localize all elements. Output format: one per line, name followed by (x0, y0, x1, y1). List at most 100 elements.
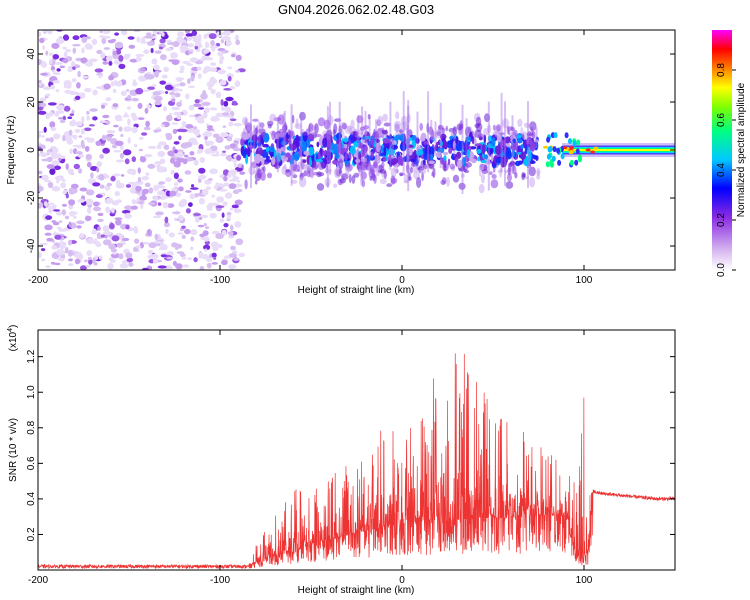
noise-blob (165, 228, 169, 235)
noise-blob (86, 110, 90, 115)
colorbar-tick-label: 0.0 (716, 263, 727, 277)
noise-blob (124, 205, 133, 210)
signal-streak (282, 113, 285, 153)
noise-blob (115, 182, 125, 189)
noise-blob (138, 136, 144, 140)
noise-blob (76, 220, 85, 225)
signal-blob (277, 114, 285, 125)
noise-blob (193, 159, 199, 166)
noise-blob (72, 66, 76, 70)
signal-blob (355, 158, 361, 163)
signal-blob (419, 167, 427, 175)
noise-blob (112, 252, 117, 255)
noise-blob (184, 30, 191, 34)
signal-blob (415, 137, 420, 144)
signal-blob (388, 166, 392, 171)
signal-streak (389, 101, 392, 167)
noise-blob (159, 158, 166, 165)
noise-blob (234, 138, 242, 142)
noise-blob (204, 248, 208, 252)
noise-blob (137, 167, 141, 174)
noise-blob (148, 249, 154, 255)
noise-blob (165, 177, 172, 183)
noise-blob (193, 103, 202, 108)
noise-blob (135, 245, 142, 249)
noise-blob (112, 88, 117, 94)
noise-blob (88, 124, 95, 127)
noise-blob (203, 66, 212, 72)
signal-blob (357, 129, 362, 139)
noise-blob (56, 248, 65, 256)
noise-blob (118, 126, 123, 132)
noise-blob (165, 114, 173, 122)
signal-blob (451, 153, 455, 160)
noise-blob (140, 67, 146, 72)
noise-blob (203, 223, 207, 227)
noise-blob (71, 78, 77, 83)
signal-streak (500, 92, 503, 172)
noise-blob (211, 252, 217, 258)
noise-blob (178, 135, 182, 141)
signal-blob (261, 132, 266, 138)
signal-streak (461, 104, 464, 194)
noise-blob (79, 187, 88, 192)
noise-blob (158, 46, 164, 50)
noise-blob (107, 39, 115, 44)
noise-blob (94, 238, 98, 242)
noise-blob (229, 224, 234, 231)
noise-blob (232, 250, 238, 254)
signal-blob (363, 125, 370, 130)
noise-blob (171, 97, 176, 103)
signal-blob (349, 145, 356, 155)
signal-blob (400, 121, 407, 132)
noise-blob (233, 123, 242, 127)
noise-blob (114, 191, 121, 197)
spec-y-tick-label: -20 (26, 190, 37, 205)
noise-blob (50, 126, 57, 132)
noise-blob (115, 159, 125, 163)
noise-blob (92, 182, 101, 187)
signal-blob (503, 145, 508, 151)
noise-blob (81, 47, 85, 54)
noise-blob (96, 167, 100, 173)
noise-blob (102, 61, 109, 65)
noise-blob (108, 74, 114, 81)
noise-blob (89, 44, 93, 50)
signal-blob (269, 113, 277, 122)
noise-blob (187, 43, 194, 48)
signal-blob (257, 142, 262, 147)
noise-blob (67, 116, 73, 119)
noise-blob (176, 115, 182, 120)
snr-x-ticks: -200 -100 0 100 (28, 330, 593, 586)
noise-blob (153, 240, 162, 244)
noise-blob (106, 133, 114, 137)
noise-blob (206, 262, 212, 269)
noise-blob (164, 216, 169, 224)
signal-blob (289, 143, 297, 151)
noise-blob (221, 259, 228, 266)
signal-blob (409, 167, 413, 174)
noise-blob (209, 78, 218, 85)
signal-streak (427, 91, 430, 173)
noise-blob (75, 151, 83, 155)
noise-blob (231, 100, 237, 105)
spec-x-tick-label: -100 (210, 275, 230, 286)
signal-blob (511, 148, 515, 158)
noise-blob (173, 160, 181, 168)
noise-blob (143, 126, 151, 131)
signal-blob (379, 178, 387, 185)
signal-blob (382, 138, 391, 144)
signal-blob (265, 155, 270, 160)
signal-blob (358, 168, 362, 176)
noise-blob (110, 81, 115, 87)
noise-blob (44, 179, 51, 183)
snr-series (38, 353, 675, 570)
noise-blob (102, 147, 110, 154)
noise-blob (53, 209, 60, 212)
noise-blob (141, 132, 148, 136)
noise-blob (217, 51, 224, 57)
noise-blob (120, 174, 125, 177)
signal-blob (356, 115, 364, 124)
noise-blob (224, 145, 232, 150)
